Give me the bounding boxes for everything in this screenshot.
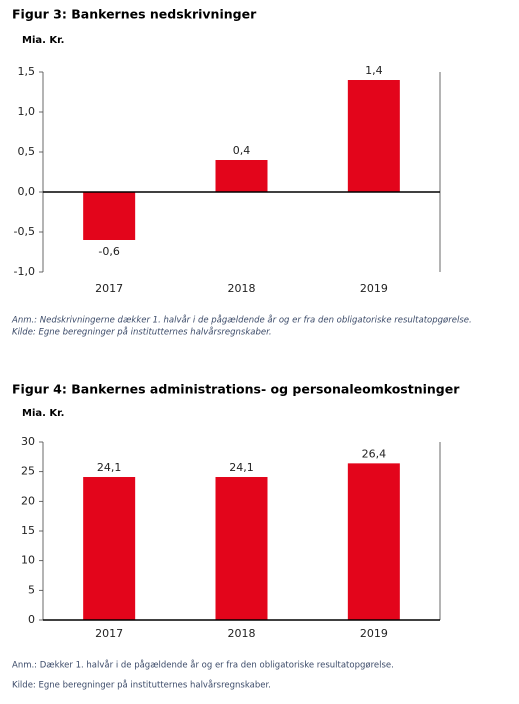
- x-tick-label: 2018: [228, 282, 256, 295]
- value-label: -0,6: [98, 245, 119, 258]
- bar: [347, 463, 400, 620]
- value-label: 26,4: [362, 447, 387, 460]
- note: Anm.: Dækker 1. halvår i de pågældende å…: [12, 660, 394, 671]
- bar: [347, 80, 400, 192]
- note: Anm.: Nedskrivningerne dækker 1. halvår …: [11, 315, 472, 326]
- bar: [83, 192, 136, 240]
- y-axis-unit: Mia. Kr.: [22, 408, 64, 419]
- x-tick-label: 2017: [95, 282, 123, 295]
- y-tick-label: 30: [21, 435, 35, 448]
- y-tick-label: 5: [28, 583, 35, 596]
- x-tick-label: 2019: [360, 627, 388, 640]
- y-tick-label: 10: [21, 554, 35, 567]
- y-tick-label: 20: [21, 494, 35, 507]
- value-label: 0,4: [233, 144, 251, 157]
- y-tick-label: 0,5: [18, 145, 36, 158]
- value-label: 1,4: [365, 64, 383, 77]
- note: Kilde: Egne beregninger på institutterne…: [12, 680, 271, 691]
- y-tick-label: 25: [21, 465, 35, 478]
- bar: [215, 160, 268, 192]
- y-axis-unit: Mia. Kr.: [22, 35, 64, 46]
- y-tick-label: 0: [28, 613, 35, 626]
- chart-title: Figur 3: Bankernes nedskrivninger: [12, 7, 257, 22]
- y-tick-label: 1,0: [18, 105, 36, 118]
- y-tick-label: -1,0: [14, 265, 35, 278]
- bar: [215, 477, 268, 620]
- x-tick-label: 2017: [95, 627, 123, 640]
- x-tick-label: 2019: [360, 282, 388, 295]
- x-tick-label: 2018: [228, 627, 256, 640]
- y-tick-label: 1,5: [18, 65, 36, 78]
- y-tick-label: 15: [21, 524, 35, 537]
- value-label: 24,1: [97, 461, 122, 474]
- chart-title: Figur 4: Bankernes administrations- og p…: [12, 382, 460, 397]
- y-tick-label: 0,0: [18, 185, 36, 198]
- value-label: 24,1: [229, 461, 254, 474]
- bar: [83, 477, 136, 620]
- y-tick-label: -0,5: [14, 225, 35, 238]
- note: Kilde: Egne beregninger på institutterne…: [12, 327, 272, 338]
